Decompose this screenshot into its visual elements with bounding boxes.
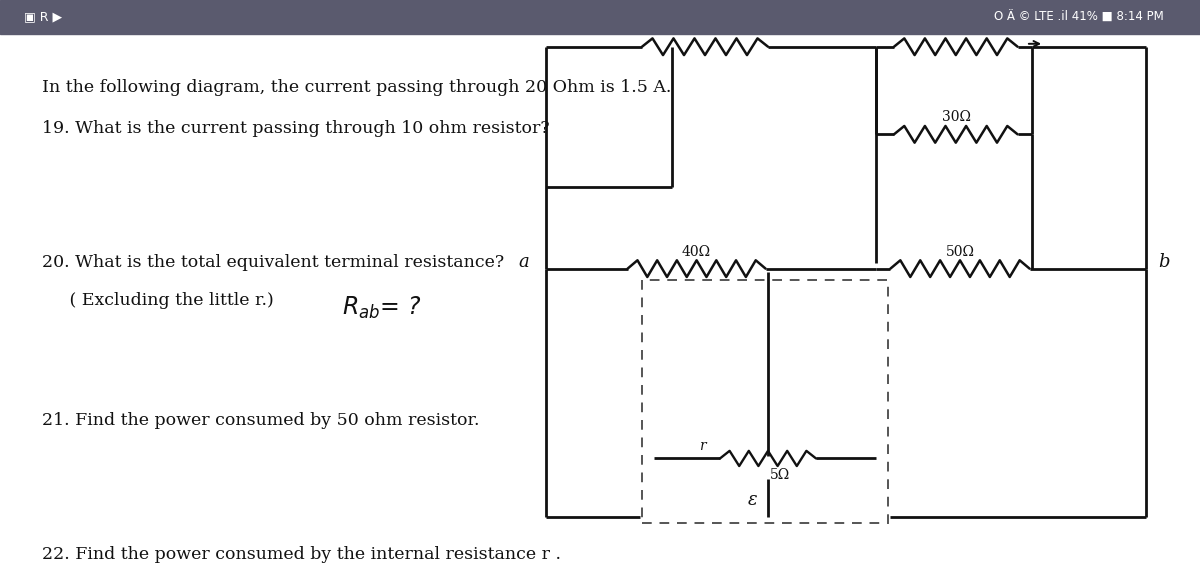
Text: 1.5A: 1.5A xyxy=(1056,24,1087,37)
Text: 50Ω: 50Ω xyxy=(946,245,974,259)
Text: 40Ω: 40Ω xyxy=(682,245,710,259)
Text: 20Ω: 20Ω xyxy=(942,23,971,37)
Text: 10Ω: 10Ω xyxy=(690,23,719,37)
Text: 22. Find the power consumed by the internal resistance r .: 22. Find the power consumed by the inter… xyxy=(42,546,562,563)
Bar xyxy=(642,280,888,523)
Text: ε: ε xyxy=(748,491,758,509)
Text: r: r xyxy=(698,439,706,453)
Bar xyxy=(0,0,1200,34)
Text: In the following diagram, the current passing through 20 Ohm is 1.5 A.: In the following diagram, the current pa… xyxy=(42,79,671,96)
Text: 20. What is the total equivalent terminal resistance?: 20. What is the total equivalent termina… xyxy=(42,254,504,271)
Text: O Ä © LTE .il 41% ■ 8:14 PM: O Ä © LTE .il 41% ■ 8:14 PM xyxy=(995,11,1164,23)
Text: 5Ω: 5Ω xyxy=(770,468,790,482)
Text: 19. What is the current passing through 10 ohm resistor?: 19. What is the current passing through … xyxy=(42,120,550,137)
Text: a: a xyxy=(518,253,529,270)
Text: 30Ω: 30Ω xyxy=(942,110,971,124)
Text: $\mathit{R_{ab}}$= ?: $\mathit{R_{ab}}$= ? xyxy=(342,295,421,321)
Text: ( Excluding the little r.): ( Excluding the little r.) xyxy=(42,292,274,309)
Text: b: b xyxy=(1158,253,1170,270)
Text: ▣ R ▶: ▣ R ▶ xyxy=(24,11,62,23)
Text: 21. Find the power consumed by 50 ohm resistor.: 21. Find the power consumed by 50 ohm re… xyxy=(42,412,480,429)
